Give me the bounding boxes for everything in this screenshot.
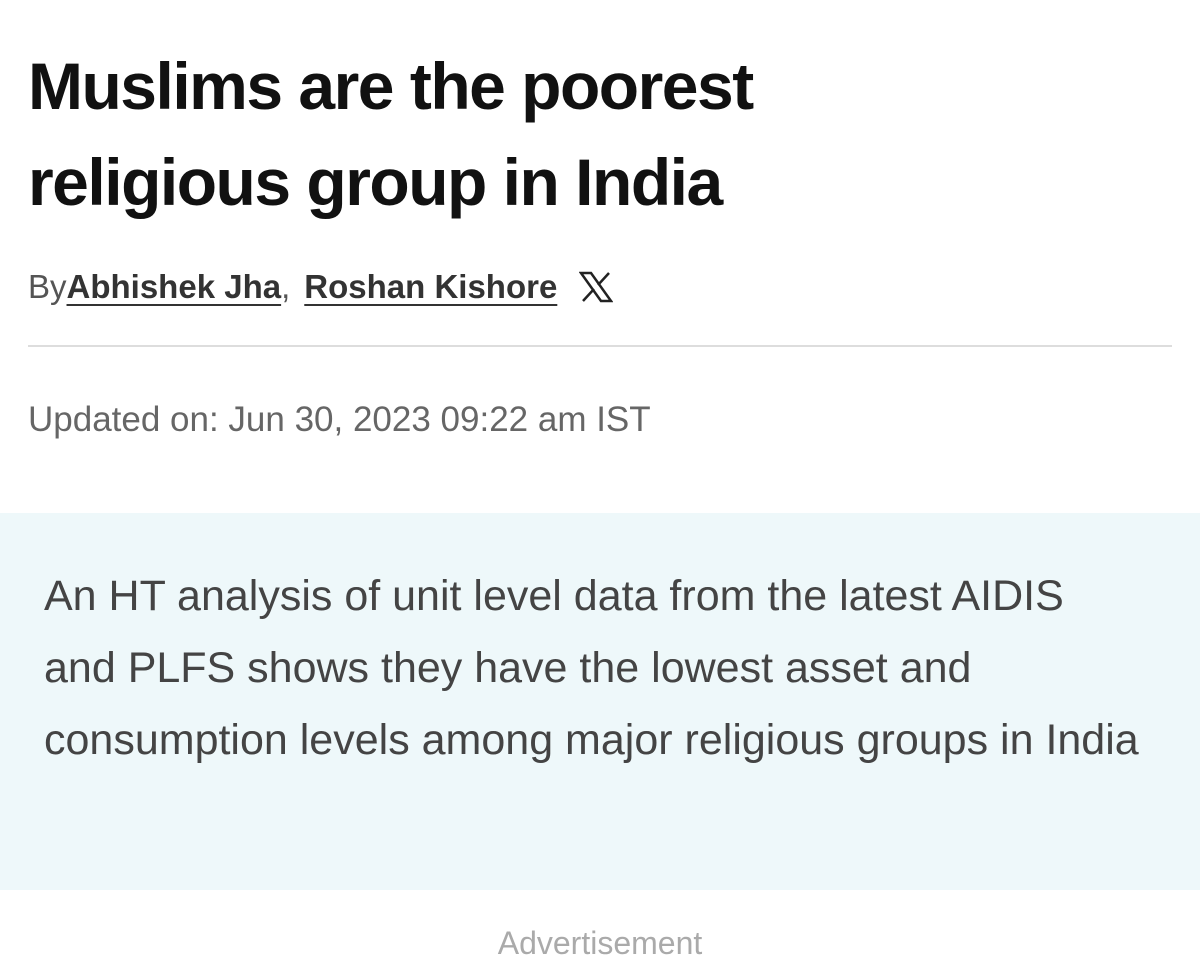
advertisement-label: Advertisement bbox=[497, 925, 703, 961]
x-icon-stroke bbox=[582, 288, 596, 302]
author-separator: , bbox=[281, 268, 291, 305]
summary: An HT analysis of unit level data from t… bbox=[44, 572, 1139, 764]
author-link[interactable]: Roshan Kishore bbox=[304, 268, 558, 305]
x-icon-stroke bbox=[579, 271, 614, 303]
author-link[interactable]: Abhishek Jha bbox=[66, 268, 282, 305]
divider bbox=[28, 345, 1172, 347]
summary-box bbox=[0, 513, 1200, 890]
x-icon-stroke bbox=[597, 272, 611, 286]
x-icon[interactable] bbox=[579, 271, 614, 303]
updated-time: Updated on: Jun 30, 2023 09:22 am IST bbox=[28, 400, 651, 439]
byline: By Abhishek Jha , Roshan Kishore bbox=[28, 268, 614, 306]
headline: Muslims are the poorest religious group … bbox=[28, 49, 754, 219]
byline-prefix: By bbox=[28, 268, 67, 305]
